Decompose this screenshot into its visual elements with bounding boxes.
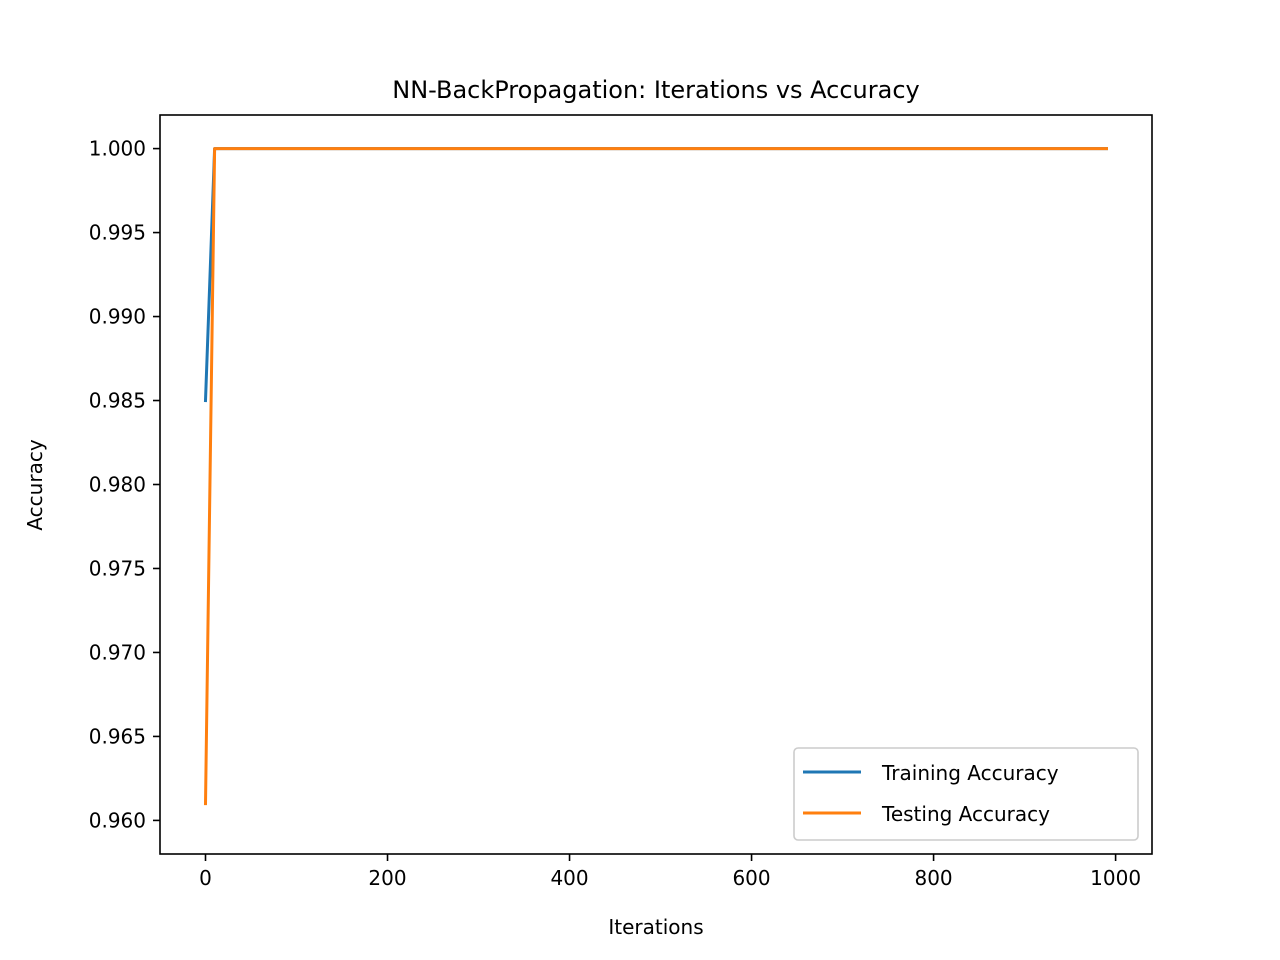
legend-box — [793, 747, 1139, 841]
y-tick-label-8: 1.000 — [89, 137, 146, 161]
y-tick-label-3: 0.975 — [89, 556, 146, 580]
y-tick-label-4: 0.980 — [89, 473, 146, 497]
x-tick-label-3: 600 — [732, 866, 770, 890]
chart-title: NN-BackPropagation: Iterations vs Accura… — [392, 76, 919, 104]
legend: Training Accuracy Testing Accuracy — [793, 747, 1139, 841]
x-tick-label-5: 1000 — [1090, 866, 1141, 890]
y-tick-label-7: 0.995 — [89, 221, 146, 245]
y-axis-label: Accuracy — [23, 439, 47, 530]
x-tick-label-2: 400 — [550, 866, 588, 890]
y-tick-label-6: 0.990 — [89, 305, 146, 329]
y-tick-label-0: 0.960 — [89, 808, 146, 832]
series-layer — [203, 147, 1108, 806]
legend-label-0: Training Accuracy — [881, 761, 1059, 785]
y-tick-label-2: 0.970 — [89, 640, 146, 664]
y-tick-label-1: 0.965 — [89, 724, 146, 748]
x-tick-label-4: 800 — [914, 866, 952, 890]
x-axis-label: Iterations — [608, 915, 703, 939]
x-tick-label-1: 200 — [368, 866, 406, 890]
y-axis-ticks: 0.960 0.965 0.970 0.975 0.980 0.985 0.990 0.995… — [89, 137, 160, 832]
series-line-1 — [203, 147, 1108, 806]
x-tick-label-0: 0 — [199, 866, 212, 890]
y-tick-label-5: 0.985 — [89, 389, 146, 413]
x-axis-ticks: 0 200 400 600 800 1000 — [199, 854, 1141, 890]
legend-label-1: Testing Accuracy — [881, 802, 1050, 826]
